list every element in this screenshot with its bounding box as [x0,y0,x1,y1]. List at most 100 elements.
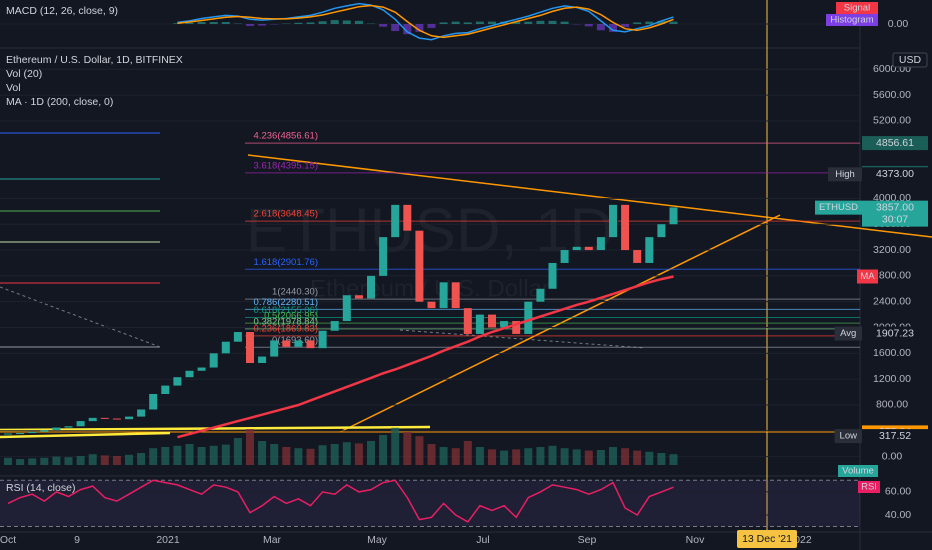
macd-histogram [657,20,666,24]
candle [403,204,412,231]
candle [439,282,448,309]
currency-box [892,52,928,68]
y-tick-label: 2400.00 [873,295,911,307]
x-tick-label: Oct [0,534,16,546]
y-tick-label: 1200.00 [873,373,911,385]
date-marker-label: 13 Dec '21 [742,533,792,545]
fib-label: 4.236(4856.61) [254,131,318,142]
countdown: 30:07 [882,213,908,225]
macd-histogram [258,24,267,26]
volume-bar [330,444,339,465]
volume-bar [161,447,170,465]
candle [560,250,569,263]
volume-bar [621,448,630,465]
macd-histogram [609,24,617,32]
price-tag [862,136,928,151]
volume-bar [4,457,12,465]
macd-histogram [439,22,448,24]
volume-bar [427,444,436,465]
price-tag [862,429,928,444]
candle [28,431,37,434]
trend-line [0,431,171,439]
macd-histogram [403,24,412,35]
volume-bar [197,447,206,465]
tag-name-box [834,326,862,341]
candle [16,433,25,435]
fib-label: 3.618(4395.15) [254,160,318,171]
volume-bar [306,448,315,465]
candle [233,332,242,342]
tag-name: Low [840,431,858,442]
volume-bar [475,447,484,465]
candle [500,321,509,328]
volume-bar [500,450,509,465]
macd-histogram [221,22,230,24]
candle [270,340,279,357]
macd-histogram [524,21,533,24]
macd-histogram [379,24,388,27]
macd-histogram [584,24,593,27]
candle [548,262,557,289]
candle [633,250,642,263]
candle [391,204,400,238]
candle [318,330,327,349]
volume-bar [669,454,678,465]
macd-histogram [185,22,194,24]
currency: USD [899,54,922,66]
volume-bar [282,447,291,465]
symbol-title: Ethereum / U.S. Dollar, 1D, BITFINEX [6,54,183,66]
x-tick-label: 9 [74,534,80,546]
candle [596,237,605,251]
macd-histogram [560,21,569,24]
tag-name-box [857,269,878,284]
candle [367,275,375,299]
legend-item: Vol (20) [6,68,42,80]
candle [112,418,121,420]
watermark: ETHUSD, 1D [246,196,615,265]
candle [657,224,666,238]
candle [258,356,267,364]
candle [125,416,133,420]
volume-bar [258,441,267,465]
candle [621,204,630,251]
x-tick-label: Jul [476,534,489,546]
macd-legend: MACD (12, 26, close, 9) [6,5,118,17]
macd-histogram [330,20,339,24]
candle [246,332,254,364]
volume-bar [572,449,581,465]
legend-item: Vol [6,82,21,94]
y-tick-label: 2800.00 [873,270,911,282]
candle [584,246,593,251]
candle [185,370,194,378]
candle [100,417,109,419]
macd-histogram [173,23,182,24]
y-tick-label: 1600.00 [873,347,911,359]
volume-bar [137,453,146,465]
price-tag-label: 317.52 [879,430,911,442]
macd-tick-label: 0.00 [888,18,909,30]
x-tick-label: 2021 [156,534,180,546]
x-tick-label: May [367,534,388,546]
rsi-tick-label: 40.00 [885,509,911,521]
macd-histogram [621,24,630,28]
fib-label: 0.382(1978.84) [254,316,318,327]
candle [149,393,158,410]
macd-line [177,4,674,39]
volume-bar [596,450,605,465]
y-tick-label: 800.00 [876,399,908,411]
volume-bar [609,447,617,465]
legend-item: MA · 1D (200, close, 0) [6,96,113,108]
candle [64,426,73,428]
macd-line [177,2,674,41]
fib-label: 0(1693.60) [272,335,318,346]
macd-histogram [342,20,351,24]
y-tick-label: 5200.00 [873,115,911,127]
volume-bar [536,447,545,465]
volume-bar [40,457,49,465]
candle [645,237,654,263]
candle [536,288,545,302]
volume-bar [28,458,37,465]
macd-histogram [354,20,363,24]
volume-bar [318,445,327,465]
volume-bar [633,450,642,465]
